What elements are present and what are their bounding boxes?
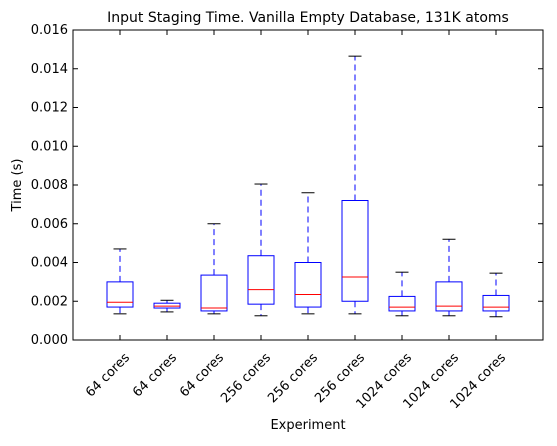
- x-tick-label: 64 cores: [83, 350, 133, 400]
- y-tick-label: 0.000: [31, 333, 68, 348]
- plot-frame: [72, 29, 544, 341]
- box-iqr: [388, 295, 416, 312]
- y-tick-label: 0.016: [31, 23, 68, 38]
- y-tick-label: 0.008: [31, 178, 68, 193]
- x-tick-label: 64 cores: [130, 350, 180, 400]
- box-iqr: [106, 281, 134, 308]
- y-tick-label: 0.012: [31, 101, 68, 116]
- box-iqr: [435, 281, 463, 312]
- box-iqr: [200, 274, 228, 312]
- y-tick-label: 0.006: [31, 217, 68, 232]
- box-iqr: [482, 294, 510, 312]
- y-tick-label: 0.002: [31, 294, 68, 309]
- y-tick-label: 0.014: [31, 62, 68, 77]
- x-axis-label: Experiment: [270, 418, 345, 433]
- x-tick-label: 256 cores: [218, 350, 274, 406]
- y-tick-label: 0.010: [31, 139, 68, 154]
- x-tick-label: 256 cores: [265, 350, 321, 406]
- chart-title: Input Staging Time. Vanilla Empty Databa…: [107, 10, 509, 26]
- y-tick-label: 0.004: [31, 256, 68, 271]
- y-axis-label: Time (s): [10, 159, 25, 213]
- box-iqr: [341, 200, 369, 302]
- box-iqr: [294, 262, 322, 308]
- box-iqr: [247, 255, 275, 305]
- plot-background: [73, 30, 543, 340]
